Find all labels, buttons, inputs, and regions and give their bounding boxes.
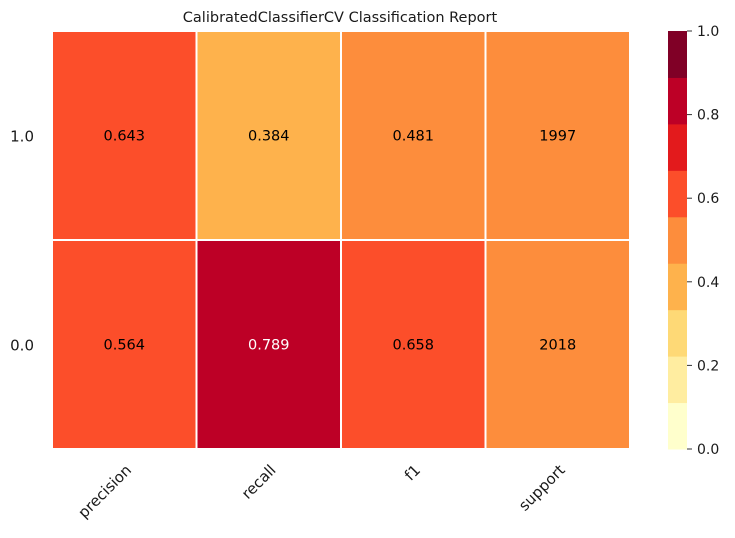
cell-value-label: 0.643 — [103, 129, 145, 145]
heatmap-cell-1.0-f1 — [340, 30, 487, 241]
cell-value-label: 0.384 — [248, 129, 290, 145]
heatmap-cell-0.0-recall — [195, 239, 342, 450]
colorbar-segment — [668, 216, 687, 264]
colorbar-segment — [668, 309, 687, 357]
colorbar-tick-label: 0.2 — [697, 358, 719, 374]
heatmap-cell-0.0-support — [484, 239, 631, 450]
y-tick-label: 0.0 — [10, 337, 34, 355]
colorbar-tick-label: 0.6 — [697, 191, 719, 207]
heatmap-cells — [51, 30, 631, 450]
colorbar-tick-label: 0.4 — [697, 275, 719, 291]
x-tick-label: support — [515, 461, 569, 515]
colorbar-segment — [668, 170, 687, 218]
x-tick-label: f1 — [401, 461, 424, 484]
heatmap-cell-labels: 0.643 0.384 0.481 1997 0.564 0.789 0.658 2018 — [103, 129, 576, 354]
heatmap-cell-1.0-recall — [195, 30, 342, 241]
x-tick-label: recall — [238, 461, 280, 503]
cell-value-label: 0.564 — [103, 338, 145, 354]
colorbar-segment — [668, 263, 687, 311]
cell-value-label: 0.481 — [392, 129, 434, 145]
y-axis-tick-labels: 1.0 0.0 — [10, 128, 34, 355]
colorbar-segment — [668, 356, 687, 404]
colorbar-segment — [668, 31, 687, 78]
colorbar-tick-label: 1.0 — [697, 24, 719, 40]
cell-value-label: 0.789 — [248, 338, 290, 354]
cell-value-label: 2018 — [539, 338, 576, 354]
chart-title: CalibratedClassifierCV Classification Re… — [183, 10, 498, 26]
heatmap-cell-1.0-support — [484, 30, 631, 241]
cell-value-label: 0.658 — [392, 338, 434, 354]
x-tick-label: precision — [74, 461, 135, 522]
heatmap-cell-0.0-f1 — [340, 239, 487, 450]
colorbar-segment — [668, 402, 687, 450]
colorbar-tick-label: 0.8 — [697, 108, 719, 124]
heatmap-cell-1.0-precision — [51, 30, 198, 241]
y-tick-label: 1.0 — [10, 128, 34, 146]
x-axis-tick-labels: precision recall f1 support — [74, 461, 568, 522]
colorbar-segment — [668, 77, 687, 125]
colorbar-segment — [668, 123, 687, 171]
colorbar: 0.0 0.2 0.4 0.6 0.8 1.0 — [668, 24, 719, 458]
heatmap-cell-0.0-precision — [51, 239, 198, 450]
colorbar-tick-label: 0.0 — [697, 442, 719, 458]
cell-value-label: 1997 — [539, 129, 576, 145]
